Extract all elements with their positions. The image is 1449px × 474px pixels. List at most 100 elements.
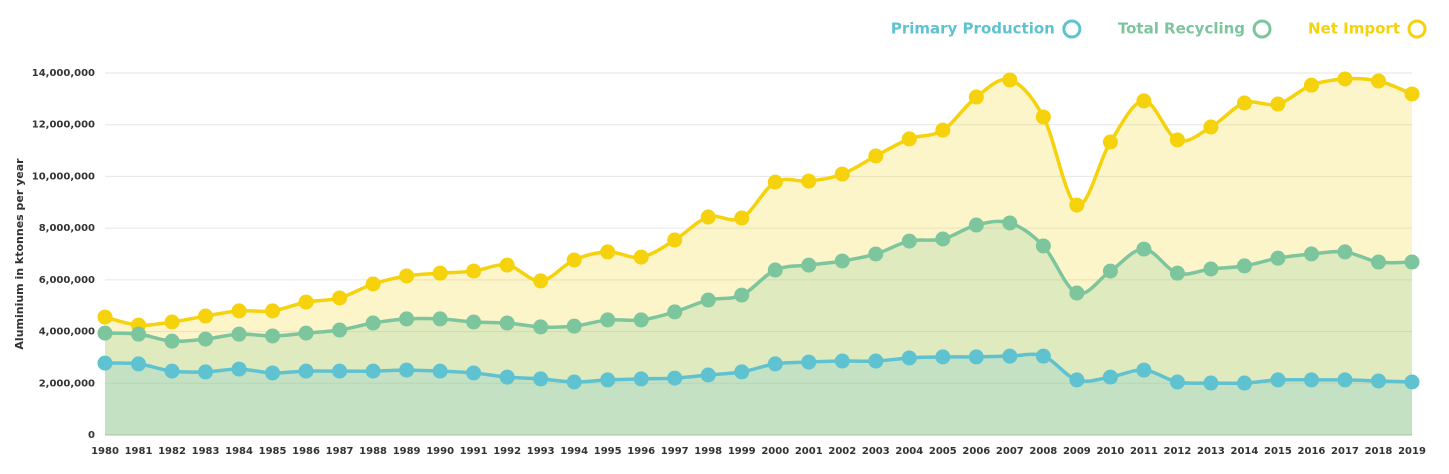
point [600, 312, 616, 328]
point [332, 363, 348, 379]
point [1002, 215, 1018, 231]
point [566, 374, 582, 390]
point [633, 371, 649, 387]
point [1303, 77, 1319, 93]
point [1102, 369, 1118, 385]
point [868, 246, 884, 262]
y-tick-label: 0 [88, 430, 95, 441]
x-tick-label: 1991 [460, 446, 488, 457]
y-tick-label: 12,000,000 [32, 120, 95, 131]
point [566, 252, 582, 268]
legend-label: Total Recycling [1118, 20, 1245, 38]
point [1270, 250, 1286, 266]
x-tick-label: 2000 [761, 446, 789, 457]
point [700, 292, 716, 308]
x-tick-label: 1993 [527, 446, 555, 457]
point [834, 166, 850, 182]
point [265, 365, 281, 381]
area [105, 78, 1412, 435]
point [198, 308, 214, 324]
point [968, 217, 984, 233]
point [399, 311, 415, 327]
point [1002, 348, 1018, 364]
point [1002, 72, 1018, 88]
point [1102, 134, 1118, 150]
x-tick-label: 2013 [1197, 446, 1225, 457]
x-tick-label: 2010 [1096, 446, 1124, 457]
x-tick-label: 1985 [259, 446, 287, 457]
x-tick-label: 1987 [326, 446, 354, 457]
x-tick-label: 2001 [795, 446, 823, 457]
point [700, 367, 716, 383]
point [499, 315, 515, 331]
x-tick-label: 2019 [1398, 446, 1426, 457]
point [901, 233, 917, 249]
legend-marker [1407, 19, 1427, 39]
point [734, 210, 750, 226]
point [1203, 375, 1219, 391]
legend-marker [1062, 19, 1082, 39]
point [868, 148, 884, 164]
area [105, 354, 1412, 435]
point [1337, 244, 1353, 260]
point [131, 356, 147, 372]
point [968, 349, 984, 365]
point [667, 232, 683, 248]
point [834, 253, 850, 269]
x-tick-label: 1992 [493, 446, 521, 457]
point [432, 363, 448, 379]
point [801, 257, 817, 273]
x-tick-label: 2014 [1231, 446, 1259, 457]
point [399, 362, 415, 378]
point [164, 333, 180, 349]
point [1136, 241, 1152, 257]
point [767, 174, 783, 190]
point [365, 315, 381, 331]
point [1069, 285, 1085, 301]
point [1169, 374, 1185, 390]
point [231, 326, 247, 342]
x-tick-label: 2015 [1264, 446, 1292, 457]
x-tick-label: 2008 [1029, 446, 1057, 457]
point [298, 363, 314, 379]
point [901, 350, 917, 366]
point [767, 356, 783, 372]
point [265, 303, 281, 319]
point [466, 263, 482, 279]
point [1035, 238, 1051, 254]
point [1303, 372, 1319, 388]
y-tick-label: 10,000,000 [32, 171, 95, 182]
point [164, 314, 180, 330]
point [97, 325, 113, 341]
point [1069, 197, 1085, 213]
point [131, 326, 147, 342]
point [1270, 372, 1286, 388]
point [499, 369, 515, 385]
point [265, 328, 281, 344]
point [834, 353, 850, 369]
x-tick-label: 2018 [1365, 446, 1393, 457]
point [164, 363, 180, 379]
point [566, 318, 582, 334]
point [1203, 119, 1219, 135]
point [700, 209, 716, 225]
point [1203, 261, 1219, 277]
point [533, 273, 549, 289]
x-tick-label: 2012 [1163, 446, 1191, 457]
x-tick-label: 1997 [661, 446, 689, 457]
point [365, 276, 381, 292]
x-tick-label: 2005 [929, 446, 957, 457]
point [1370, 254, 1386, 270]
point [1404, 254, 1420, 270]
x-tick-label: 1990 [426, 446, 454, 457]
point [298, 325, 314, 341]
point [667, 370, 683, 386]
x-tick-label: 2017 [1331, 446, 1359, 457]
point [1136, 362, 1152, 378]
point [198, 331, 214, 347]
point [1236, 95, 1252, 111]
point [935, 349, 951, 365]
x-tick-label: 2003 [862, 446, 890, 457]
point [298, 294, 314, 310]
legend-marker [1252, 19, 1272, 39]
